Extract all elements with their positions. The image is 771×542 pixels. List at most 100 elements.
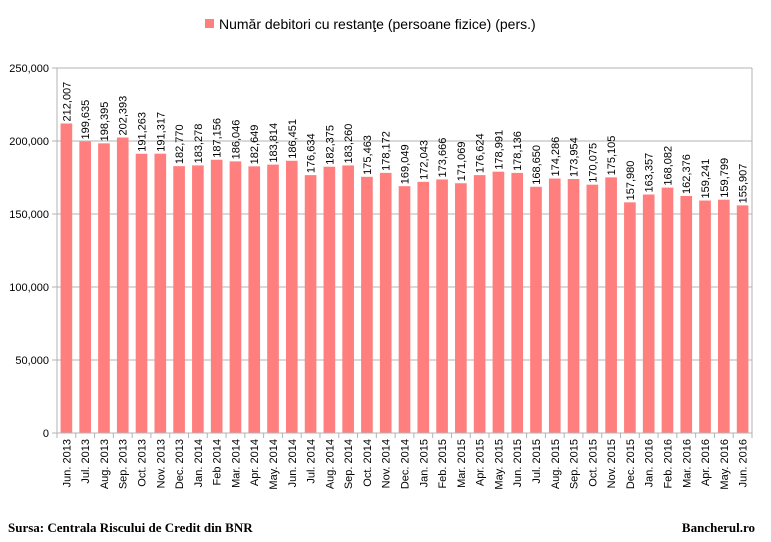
y-tick-label: 250,000	[9, 63, 49, 75]
bar	[736, 205, 749, 433]
x-tick-label: Apr. 2016	[700, 439, 712, 486]
x-tick-label: Sep. 2013	[118, 439, 130, 489]
bar	[173, 166, 185, 433]
x-tick-label: Aug. 2015	[550, 439, 562, 489]
bar	[323, 166, 336, 434]
x-tick-label: Nov. 2013	[155, 439, 167, 488]
x-tick-label: May. 2016	[719, 439, 731, 490]
bar	[699, 200, 711, 433]
x-tick-label: Mar. 2016	[681, 439, 693, 488]
bar	[342, 165, 354, 433]
data-label: 168,650	[531, 145, 543, 185]
axes	[56, 68, 753, 434]
x-tick-label: Nov. 2014	[381, 439, 393, 488]
x-tick-label: Nov. 2015	[606, 439, 618, 488]
bar	[248, 166, 261, 433]
x-tick-label: Dec. 2015	[625, 439, 637, 489]
x-tick-label: Mar. 2015	[456, 439, 468, 488]
data-label: 183,814	[268, 123, 280, 163]
data-label: 163,357	[644, 153, 656, 193]
x-tick-label: Jan. 2016	[644, 439, 656, 487]
x-tick-label: Sep. 2015	[569, 439, 581, 489]
y-axis-tick-labels: 0 50,000 100,000 150,000 200,000 250,000	[9, 63, 49, 440]
data-label: 169,049	[400, 144, 412, 184]
data-label: 191,263	[137, 112, 149, 152]
bar	[210, 159, 223, 433]
x-axis-tick-labels: Jun. 2013 Jul. 2013 Aug. 2013 Sep. 2013 Oct.…	[56, 433, 753, 490]
x-tick-label: Feb. 2016	[662, 439, 674, 489]
bar	[530, 186, 542, 433]
bar	[718, 199, 730, 433]
data-label: 175,105	[606, 136, 618, 176]
data-label: 162,376	[681, 154, 693, 194]
data-label: 159,799	[719, 158, 731, 198]
x-tick-label: Jan. 2014	[193, 439, 205, 487]
x-tick-label: Jun. 2015	[512, 439, 524, 487]
x-tick-label: Oct. 2014	[362, 439, 374, 487]
x-tick-label: May. 2014	[268, 439, 280, 490]
data-label: 172,043	[418, 140, 430, 180]
bar	[642, 194, 655, 433]
bar	[511, 172, 524, 433]
y-tick-label: 0	[43, 428, 49, 440]
legend-label: Număr debitori cu restanţe (persoane fiz…	[219, 16, 536, 32]
data-label: 202,393	[118, 96, 130, 136]
data-label: 170,075	[587, 143, 599, 183]
x-tick-label: Mar. 2014	[230, 439, 242, 488]
x-tick-label: Jun. 2016	[738, 439, 750, 487]
x-tick-label: Jun. 2014	[287, 439, 299, 487]
x-tick-label: Jul. 2015	[531, 439, 543, 484]
bar	[492, 171, 505, 433]
bar	[567, 179, 580, 433]
bar	[455, 183, 467, 433]
bar	[379, 172, 392, 433]
data-label: 178,172	[381, 131, 393, 171]
source-note: Sursa: Centrala Riscului de Credit din B…	[8, 520, 253, 535]
data-labels: 212,007 199,635 198,395 202,393 191,263 191,3…	[61, 82, 749, 204]
x-tick-label: Dec. 2014	[400, 439, 412, 489]
data-label: 212,007	[61, 82, 73, 122]
data-label: 199,635	[80, 100, 92, 140]
bar	[154, 153, 167, 433]
y-tick-label: 50,000	[15, 355, 49, 367]
x-tick-label: Apr. 2015	[475, 439, 487, 486]
bar	[79, 141, 91, 433]
bar	[680, 195, 693, 433]
bar	[417, 181, 430, 433]
data-label: 176,624	[475, 133, 487, 173]
bars	[60, 123, 749, 434]
data-label: 182,770	[174, 124, 186, 164]
bar	[116, 137, 129, 433]
bar	[192, 165, 204, 433]
data-label: 198,395	[99, 102, 111, 142]
data-label: 186,046	[230, 120, 242, 160]
bar	[586, 184, 599, 433]
data-label: 157,980	[625, 161, 637, 201]
bar	[361, 176, 373, 433]
data-label: 186,451	[287, 119, 299, 159]
x-tick-label: May. 2015	[493, 439, 505, 490]
data-label: 173,666	[437, 138, 449, 178]
data-label: 175,463	[362, 135, 374, 175]
data-label: 176,634	[306, 133, 318, 173]
bar	[304, 175, 317, 433]
legend: Număr debitori cu restanţe (persoane fiz…	[205, 16, 536, 32]
data-label: 168,082	[662, 146, 674, 186]
data-label: 178,136	[512, 131, 524, 171]
x-tick-label: Feb. 2015	[437, 439, 449, 489]
bar	[605, 177, 617, 433]
x-tick-label: Jan. 2015	[418, 439, 430, 487]
data-label: 183,260	[343, 124, 355, 164]
x-tick-label: Sep. 2014	[343, 439, 355, 489]
bar	[624, 202, 636, 433]
x-tick-label: Feb 2014	[212, 439, 224, 485]
x-tick-label: Jul. 2013	[80, 439, 92, 484]
brand-label: Bancherul.ro	[682, 520, 755, 535]
data-label: 155,907	[738, 164, 750, 204]
x-tick-label: Jul. 2014	[306, 439, 318, 484]
data-label: 191,317	[155, 112, 167, 152]
bar	[661, 187, 674, 433]
bar	[98, 143, 110, 433]
bar	[285, 160, 298, 433]
